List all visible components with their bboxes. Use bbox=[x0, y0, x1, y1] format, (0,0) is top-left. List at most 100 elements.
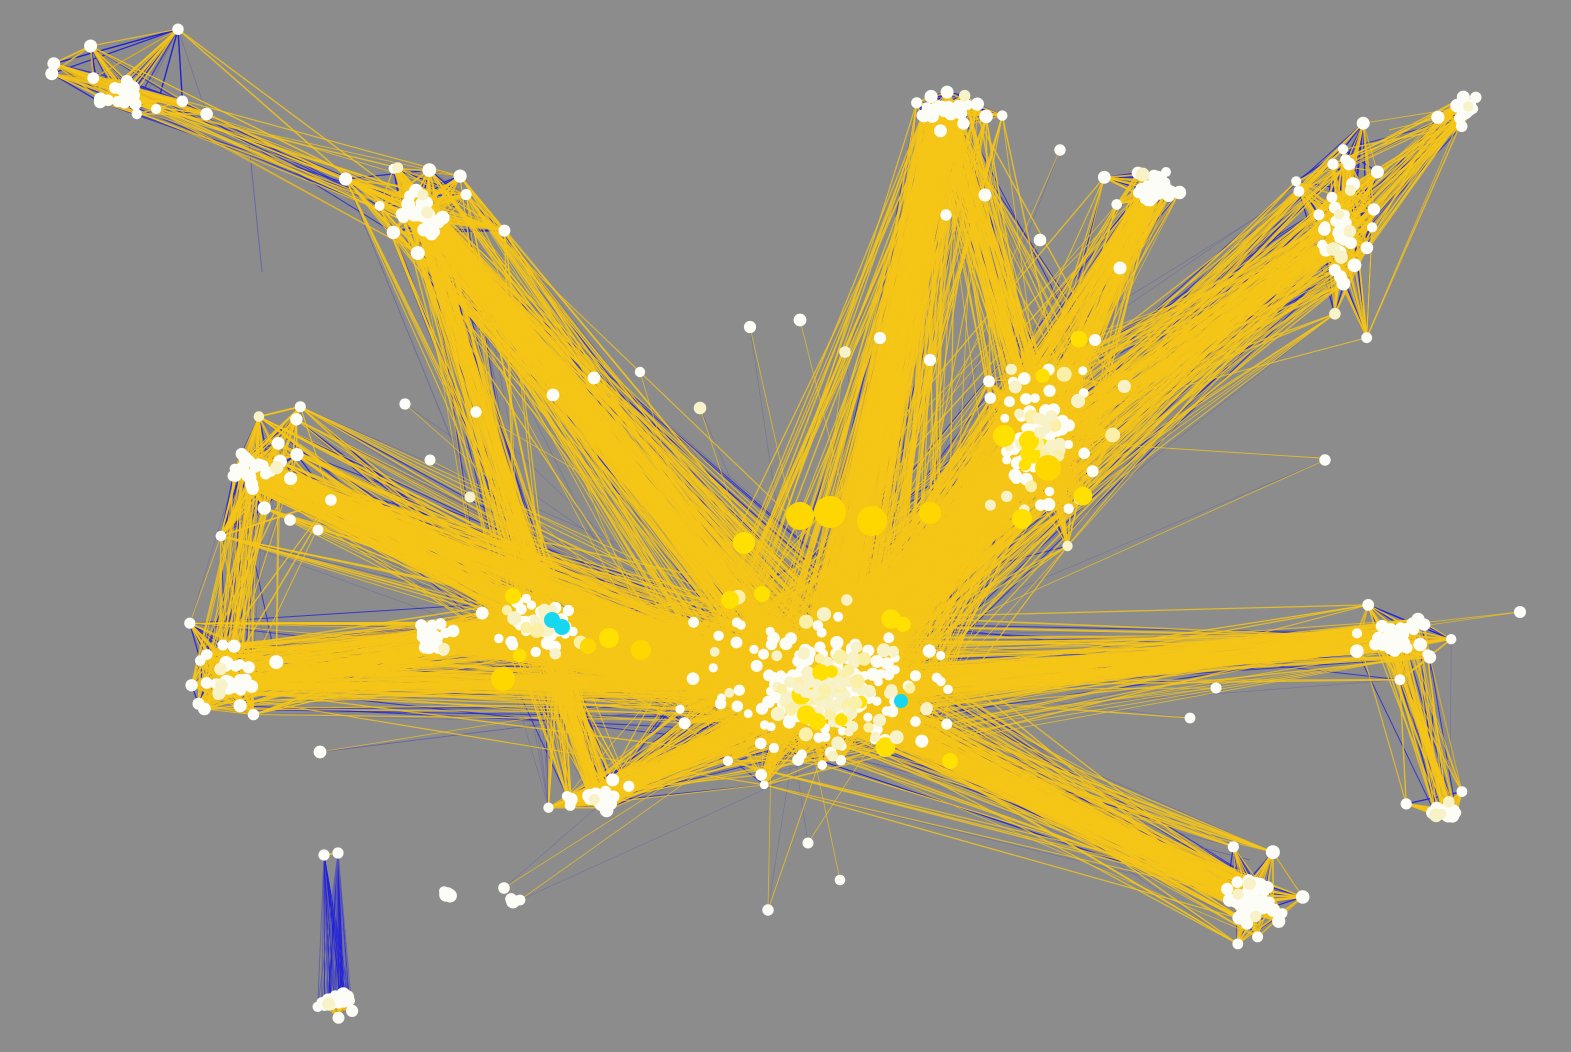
graph-node[interactable] bbox=[863, 684, 876, 698]
graph-node[interactable] bbox=[872, 696, 882, 706]
graph-node[interactable] bbox=[200, 677, 213, 689]
graph-node[interactable] bbox=[1394, 674, 1406, 686]
graph-node[interactable] bbox=[798, 727, 813, 742]
graph-node[interactable] bbox=[771, 650, 783, 662]
graph-node[interactable] bbox=[417, 189, 429, 201]
graph-node[interactable] bbox=[1252, 931, 1264, 943]
graph-node[interactable] bbox=[284, 471, 298, 486]
graph-node[interactable] bbox=[1326, 242, 1340, 256]
graph-node[interactable] bbox=[404, 190, 416, 202]
graph-node[interactable] bbox=[185, 679, 198, 692]
graph-node[interactable] bbox=[750, 659, 763, 672]
graph-node[interactable] bbox=[709, 646, 720, 657]
graph-node[interactable] bbox=[842, 664, 855, 676]
graph-node[interactable] bbox=[1002, 455, 1012, 465]
graph-node[interactable] bbox=[1004, 396, 1015, 408]
graph-node[interactable] bbox=[779, 637, 793, 651]
graph-node[interactable] bbox=[1019, 430, 1039, 451]
graph-node[interactable] bbox=[1139, 191, 1153, 205]
graph-node[interactable] bbox=[1400, 798, 1412, 810]
graph-node[interactable] bbox=[1000, 413, 1010, 423]
graph-node-hub[interactable] bbox=[857, 506, 887, 536]
graph-node[interactable] bbox=[811, 678, 822, 689]
graph-node[interactable] bbox=[498, 882, 510, 894]
graph-node[interactable] bbox=[217, 639, 229, 651]
graph-node[interactable] bbox=[520, 621, 532, 634]
graph-node[interactable] bbox=[818, 684, 831, 697]
graph-node[interactable] bbox=[743, 709, 753, 719]
graph-node[interactable] bbox=[453, 169, 467, 183]
graph-node[interactable] bbox=[271, 436, 285, 450]
graph-node[interactable] bbox=[984, 392, 997, 404]
graph-node[interactable] bbox=[940, 85, 954, 99]
graph-node[interactable] bbox=[797, 647, 810, 660]
graph-node[interactable] bbox=[796, 749, 807, 760]
graph-node[interactable] bbox=[1221, 882, 1234, 896]
graph-node-hub[interactable] bbox=[505, 588, 521, 604]
graph-node[interactable] bbox=[866, 667, 880, 681]
graph-node[interactable] bbox=[410, 246, 425, 261]
graph-node[interactable] bbox=[1248, 896, 1261, 909]
graph-node[interactable] bbox=[759, 780, 769, 790]
graph-node[interactable] bbox=[257, 501, 271, 515]
graph-node[interactable] bbox=[1249, 910, 1262, 922]
graph-node[interactable] bbox=[1329, 308, 1341, 320]
graph-node[interactable] bbox=[386, 225, 401, 240]
graph-node[interactable] bbox=[1113, 261, 1127, 275]
graph-node[interactable] bbox=[722, 755, 734, 767]
graph-node[interactable] bbox=[733, 684, 745, 696]
graph-node[interactable] bbox=[784, 703, 798, 716]
graph-node[interactable] bbox=[1334, 270, 1347, 284]
graph-node[interactable] bbox=[200, 107, 213, 121]
graph-node[interactable] bbox=[846, 651, 861, 665]
graph-node[interactable] bbox=[1162, 183, 1174, 196]
graph-node[interactable] bbox=[399, 398, 411, 410]
graph-node[interactable] bbox=[1008, 468, 1022, 482]
graph-node[interactable] bbox=[816, 607, 832, 622]
graph-node[interactable] bbox=[1429, 808, 1443, 823]
graph-node[interactable] bbox=[172, 23, 184, 35]
graph-node[interactable] bbox=[1399, 637, 1410, 649]
graph-node[interactable] bbox=[1035, 413, 1048, 426]
graph-node[interactable] bbox=[253, 411, 265, 422]
graph-node[interactable] bbox=[1184, 712, 1196, 724]
graph-node[interactable] bbox=[568, 626, 578, 637]
graph-node[interactable] bbox=[1054, 144, 1066, 156]
graph-node[interactable] bbox=[922, 644, 936, 658]
graph-node[interactable] bbox=[1265, 845, 1280, 860]
graph-node[interactable] bbox=[1344, 236, 1357, 250]
graph-node[interactable] bbox=[312, 1001, 323, 1012]
graph-node[interactable] bbox=[1327, 158, 1339, 170]
graph-node[interactable] bbox=[1360, 241, 1374, 255]
graph-node[interactable] bbox=[1161, 167, 1171, 177]
graph-node[interactable] bbox=[1431, 110, 1445, 124]
graph-node[interactable] bbox=[1078, 366, 1088, 376]
graph-node[interactable] bbox=[507, 639, 519, 651]
graph-node[interactable] bbox=[1232, 888, 1244, 900]
graph-node[interactable] bbox=[1073, 486, 1093, 506]
graph-node[interactable] bbox=[1236, 905, 1248, 916]
graph-node[interactable] bbox=[1343, 225, 1357, 238]
graph-node-hub[interactable] bbox=[721, 591, 739, 609]
graph-node[interactable] bbox=[1062, 419, 1075, 432]
graph-node[interactable] bbox=[424, 227, 439, 241]
graph-node[interactable] bbox=[313, 745, 327, 759]
graph-node[interactable] bbox=[678, 717, 691, 730]
graph-node[interactable] bbox=[1054, 437, 1066, 449]
graph-node[interactable] bbox=[623, 780, 635, 792]
graph-node[interactable] bbox=[1056, 366, 1072, 382]
graph-node[interactable] bbox=[1266, 903, 1280, 917]
graph-node[interactable] bbox=[1079, 448, 1090, 459]
graph-node[interactable] bbox=[120, 74, 133, 87]
graph-node[interactable] bbox=[227, 639, 241, 653]
graph-node[interactable] bbox=[763, 669, 775, 682]
graph-node[interactable] bbox=[850, 674, 865, 689]
graph-node[interactable] bbox=[526, 600, 537, 610]
graph-node[interactable] bbox=[1514, 606, 1526, 618]
graph-node[interactable] bbox=[529, 623, 544, 638]
graph-node[interactable] bbox=[1063, 503, 1074, 514]
graph-node[interactable] bbox=[978, 188, 992, 202]
graph-node[interactable] bbox=[814, 653, 825, 664]
graph-node[interactable] bbox=[1105, 427, 1121, 443]
